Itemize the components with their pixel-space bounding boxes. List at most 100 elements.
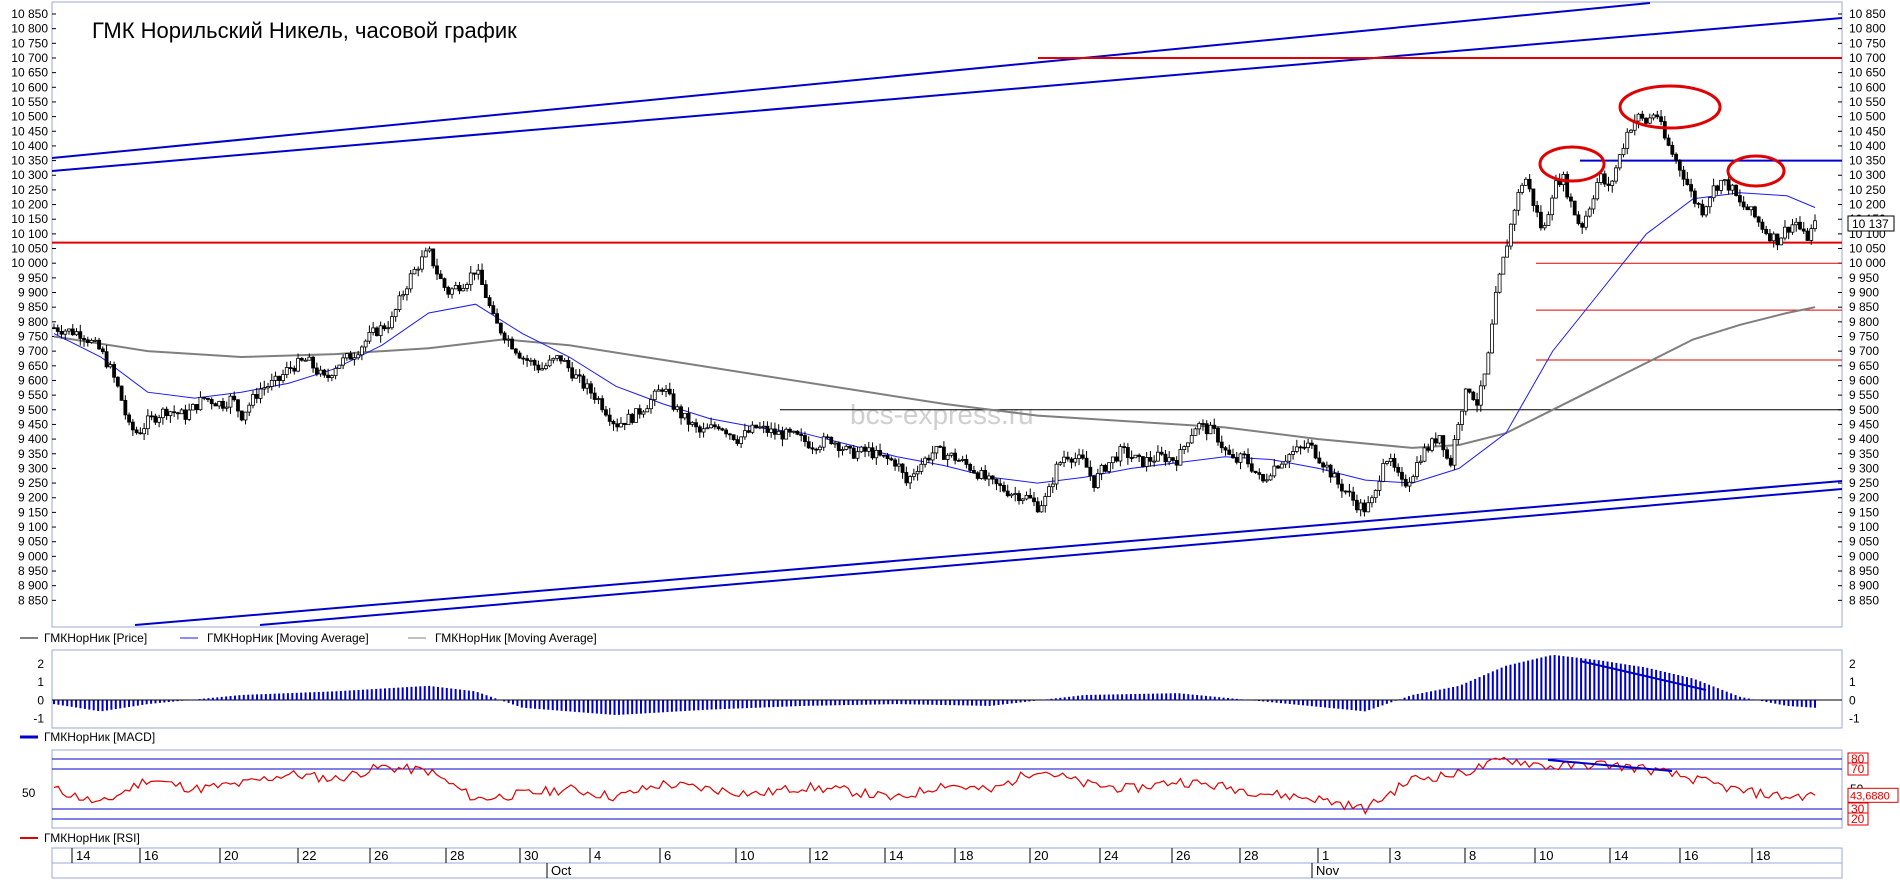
x-day-label: 18	[1756, 848, 1770, 863]
last-price-label: 10 137	[1852, 217, 1889, 231]
candle-body	[299, 357, 304, 361]
x-day-label: 6	[664, 848, 671, 863]
candle-body	[1227, 449, 1232, 455]
candle-body	[1535, 205, 1540, 213]
candle-body	[904, 472, 909, 484]
candle-body	[682, 412, 687, 419]
macd-legend: ГМКНорНик [MACD]	[20, 730, 155, 744]
x-day-label: 12	[814, 848, 828, 863]
candle-body	[555, 355, 560, 359]
candle-body	[1024, 494, 1029, 500]
candle-body	[840, 449, 845, 452]
candle-body	[1722, 179, 1727, 182]
candle-body	[634, 408, 638, 423]
y-tick-label-left: 9 800	[18, 315, 48, 329]
candle-body	[405, 288, 409, 295]
candle-body	[1764, 228, 1769, 235]
y-tick-label-left: 10 400	[11, 139, 48, 153]
candle-body	[480, 269, 484, 285]
y-tick-label-right: 9 750	[1849, 329, 1879, 343]
candle-body	[1279, 463, 1284, 469]
legend-rsi-label: ГМКНорНик [RSI]	[44, 831, 140, 845]
price-legend: ГМКНорНик [Price] ГМКНорНик [Moving Aver…	[20, 631, 597, 645]
x-axis-month-ticks: Oct Nov	[546, 863, 1340, 878]
candle-body	[1148, 457, 1153, 462]
rsi-level-box	[1847, 812, 1869, 826]
candle-body	[604, 409, 608, 416]
candle-body	[799, 433, 804, 436]
candle-body	[637, 408, 642, 415]
y-tick-label-left: 10 200	[11, 198, 48, 212]
candle-body	[1054, 463, 1059, 485]
candle-body	[833, 442, 837, 445]
candle-body	[209, 399, 214, 405]
candle-body	[1471, 391, 1476, 401]
candle-body	[574, 374, 578, 379]
candle-body	[964, 459, 969, 465]
y-tick-label-left: 10 000	[11, 256, 48, 270]
rsi-divergence-line	[1547, 759, 1673, 772]
rsi-level-label: 70	[1851, 762, 1865, 776]
y-tick-label-right: 10 500	[1849, 110, 1886, 124]
candle-body	[1602, 173, 1607, 185]
y-tick-label-right: 10 250	[1849, 183, 1886, 197]
candle-body	[363, 340, 368, 348]
macd-y-ticks: 2 2 1 1 0 0 -1 -1	[33, 657, 1860, 726]
rsi-right-labels: 807050302043,6880	[1847, 752, 1899, 826]
candle-body	[435, 265, 439, 275]
candle-body	[1430, 438, 1434, 451]
candle-body	[284, 367, 289, 375]
candle-body	[446, 287, 451, 295]
y-tick-label-right: 9 000	[1849, 549, 1879, 563]
y-tick-label-left: 9 900	[18, 286, 48, 300]
candle-body	[236, 399, 240, 412]
candle-body	[1339, 483, 1344, 492]
candle-body	[788, 428, 792, 433]
y-tick-label-left: 8 950	[18, 564, 48, 578]
candle-body	[1655, 114, 1660, 118]
candle-body	[487, 297, 492, 307]
candle-body	[397, 295, 402, 311]
last-price-box	[1847, 215, 1895, 232]
y-tick-label-right: 8 900	[1849, 579, 1879, 593]
candle-body	[919, 463, 924, 472]
candle-body	[1422, 447, 1427, 462]
candle-body	[281, 374, 285, 381]
candle-body	[82, 338, 86, 341]
macd-tick-label-right: 0	[1849, 693, 1856, 707]
candle-body	[1343, 490, 1348, 493]
candle-body	[769, 428, 774, 433]
candle-body	[416, 268, 421, 271]
candle-body	[89, 340, 94, 343]
candle-body	[1309, 442, 1314, 446]
y-tick-label-right: 10 450	[1849, 124, 1886, 138]
candle-body	[168, 411, 173, 417]
candle-body	[307, 356, 312, 361]
candle-body	[878, 449, 882, 456]
y-tick-label-left: 9 600	[18, 373, 48, 387]
candle-body	[1043, 496, 1048, 507]
candle-body	[1291, 451, 1295, 455]
candle-body	[344, 353, 349, 359]
candle-body	[1786, 226, 1791, 233]
candle-body	[543, 365, 548, 369]
candle-body	[746, 430, 751, 433]
candle-body	[1355, 499, 1359, 511]
candle-body	[893, 459, 897, 467]
rsi-panel-frame	[51, 749, 1843, 829]
candle-body	[1373, 490, 1378, 499]
candle-body	[1707, 197, 1712, 208]
candle-body	[791, 430, 796, 433]
candle-body	[1666, 137, 1671, 146]
y-tick-label-left: 9 350	[18, 447, 48, 461]
candle-body	[1201, 423, 1205, 425]
candle-body	[885, 455, 890, 460]
candle-body	[333, 367, 338, 377]
candle-body	[1140, 456, 1145, 467]
candle-body	[528, 359, 533, 362]
y-tick-label-right: 9 600	[1849, 373, 1879, 387]
y-tick-label-right: 9 350	[1849, 447, 1879, 461]
x-day-label: 20	[1034, 848, 1048, 863]
candle-body	[498, 322, 503, 334]
candle-body	[1388, 457, 1393, 462]
